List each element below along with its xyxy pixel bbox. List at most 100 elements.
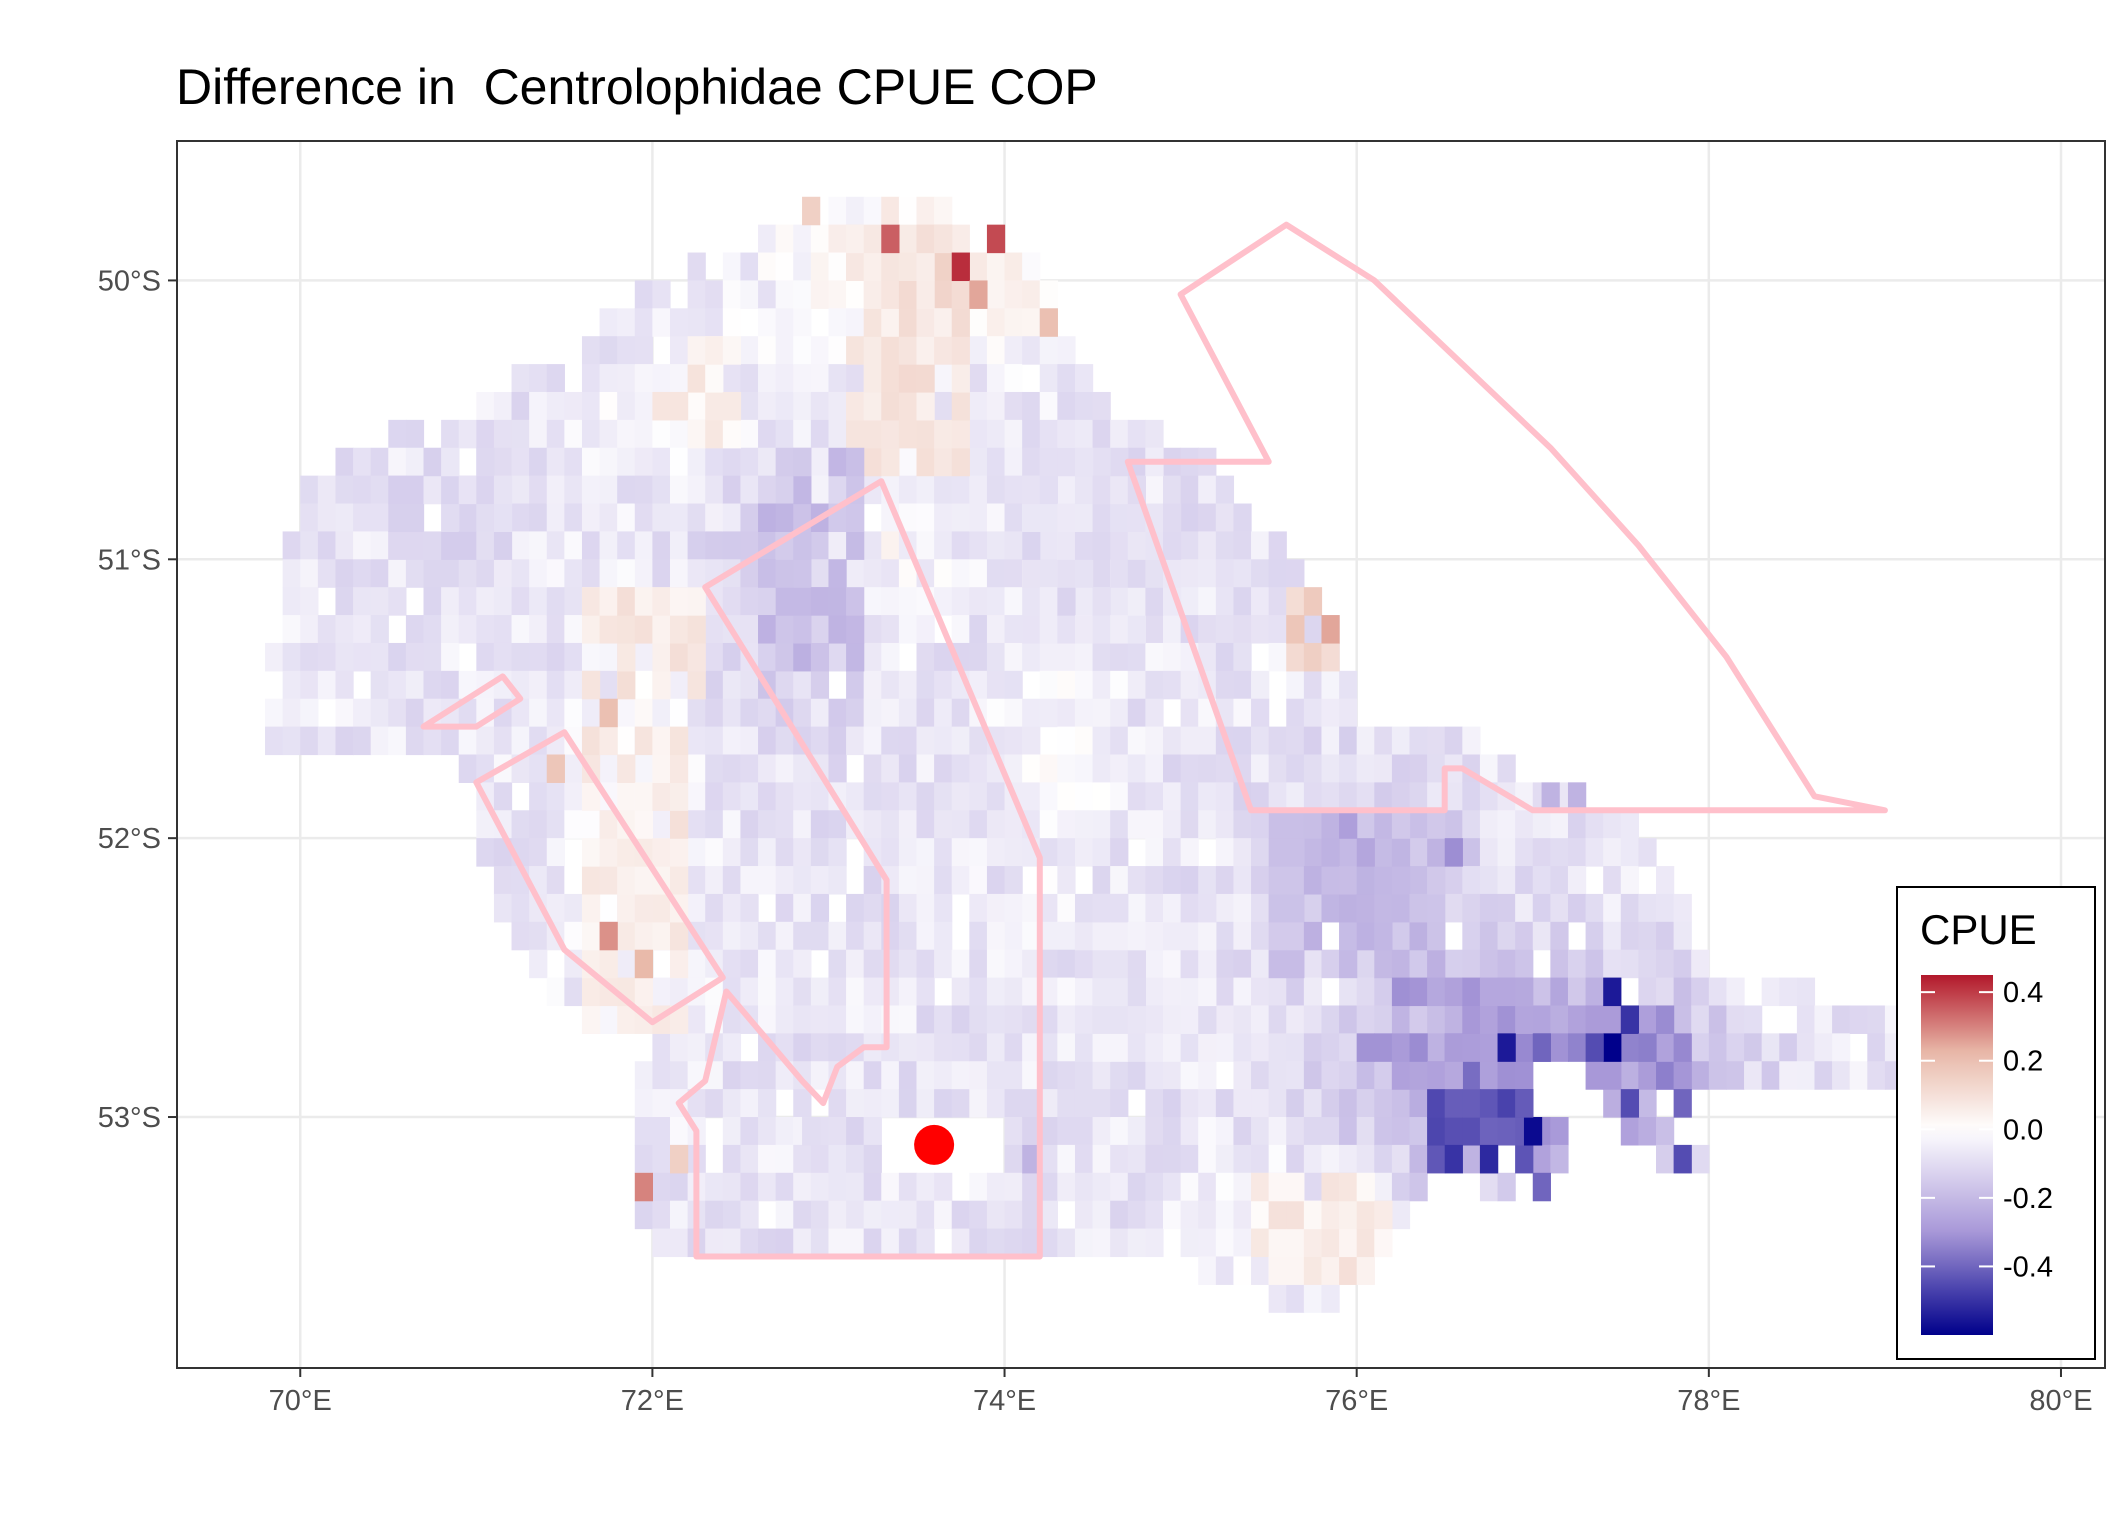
cpue-region-cell-6 [1374,866,1393,895]
cpue-cell-489 [722,670,742,700]
cpue-cell-1068 [1004,1228,1023,1258]
cpue-cell-643 [793,1005,812,1034]
cpue-cell-604 [775,921,794,951]
cpue-cell-714 [828,1033,847,1062]
cpue-region-cell-3 [951,280,970,309]
cpue-cell-1559 [1303,1284,1323,1313]
cpue-cell-537 [740,1061,759,1090]
cpue-cell-188 [529,838,548,867]
cpue-cell-696 [828,475,847,505]
cpue-cell-20 [300,726,319,756]
cpue-notable-cell-16 [1497,1033,1516,1062]
cpue-cell-721 [828,1228,847,1258]
cpue-cell-1168 [1074,391,1094,421]
cpue-cell-756 [863,196,882,226]
cpue-cell-1837 [1638,1089,1657,1118]
cpue-cell-368 [652,1061,671,1090]
cpue-cell-54 [370,559,389,588]
cpue-region-cell-5 [423,447,442,477]
cpue-cell-1885 [1814,1033,1833,1062]
cpue-cell-1347 [1180,559,1199,588]
cpue-cell-640 [793,921,812,951]
cpue-cell-1769 [1532,838,1551,867]
cpue-cell-516 [740,447,759,477]
cpue-cell-901 [934,252,953,282]
cpue-cell-1085 [1022,754,1041,783]
cpue-cell-562 [758,726,777,756]
cpue-cell-1182 [1074,782,1094,811]
cpue-cell-607 [775,1005,794,1034]
cpue-cell-635 [793,782,812,811]
cpue-cell-668 [810,698,830,728]
cpue-region-cell-11 [1022,559,1041,588]
cpue-region-cell-11 [1039,475,1058,505]
cpue-cell-976 [969,587,988,616]
cpue-cell-1339 [1163,1117,1182,1146]
cpue-cell-30 [335,475,354,505]
cpue-cell-614 [775,1228,794,1258]
cpue-region-cell-4 [793,531,812,560]
cpue-cell-1140 [1057,475,1076,505]
cpue-cell-1019 [986,810,1006,839]
cpue-cell-996 [969,1200,988,1230]
cpue-region-cell-3 [916,336,935,365]
cpue-notable-cell-29 [1339,810,1358,839]
cpue-region-cell-1 [617,642,636,672]
cpue-cell-828 [898,196,918,226]
cpue-cell-11 [300,475,319,505]
cpue-cell-1413 [1215,810,1235,839]
cpue-cell-790 [863,1172,882,1202]
cpue-cell-775 [863,754,882,783]
cpue-cell-1033 [1004,252,1023,282]
cpue-region-cell-7 [1444,977,1463,1007]
cpue-cell-829 [898,224,918,254]
cpue-cell-992 [969,1033,988,1062]
cpue-cell-33 [335,559,354,588]
cpue-cell-1073 [1022,391,1041,421]
cpue-cell-1375 [1198,531,1217,560]
cpue-cell-1743 [1497,838,1516,867]
cpue-region-cell-3 [898,308,918,337]
x-tick-label-0: 70°E [269,1385,332,1417]
cpue-cell-1893 [1867,1033,1886,1062]
cpue-cell-365 [652,977,671,1007]
cpue-cell-41 [353,475,372,505]
cpue-cell-106 [458,503,477,533]
cpue-cell-1060 [1004,1005,1023,1034]
cpue-region-cell-3 [881,447,900,477]
cpue-cell-1456 [1233,1256,1252,1285]
cpue-cell-1258 [1127,419,1147,449]
cpue-cell-605 [775,949,794,979]
cpue-cell-456 [705,670,724,700]
cpue-cell-337 [634,1061,653,1090]
cpue-cell-657 [810,391,830,421]
cpue-cell-1083 [1022,698,1041,728]
cpue-cell-545 [758,252,777,282]
cpue-region-cell-9 [1603,1005,1622,1034]
cpue-cell-720 [828,1200,847,1230]
cpue-cell-853 [898,921,918,951]
cpue-cell-1431 [1233,559,1252,588]
cpue-cell-484 [722,531,742,560]
cpue-region-cell-10 [1303,642,1323,672]
cpue-region-cell-3 [881,391,900,421]
cpue-cell-1484 [1268,559,1287,588]
cpue-cell-1471 [1251,949,1270,979]
cpue-region-cell-7 [1374,1033,1393,1062]
cpue-cell-667 [810,670,830,700]
cpue-region-cell-11 [1057,559,1076,588]
cpue-cell-482 [722,475,742,505]
cpue-cell-289 [617,419,636,449]
cpue-region-cell-11 [1163,503,1182,533]
cpue-region-cell-3 [898,364,918,393]
cpue-region-cell-1 [652,642,671,672]
cpue-cell-669 [810,726,830,756]
cpue-cell-1115 [1039,670,1058,700]
cpue-region-cell-0 [652,921,671,951]
cpue-region-cell-7 [1515,1033,1534,1062]
cpue-cell-1178 [1074,670,1094,700]
y-tick-label-0: 50°S [98,265,161,297]
cpue-cell-1744 [1497,866,1516,895]
cpue-cell-374 [652,1228,671,1258]
cpue-cell-1659 [1391,1172,1411,1202]
